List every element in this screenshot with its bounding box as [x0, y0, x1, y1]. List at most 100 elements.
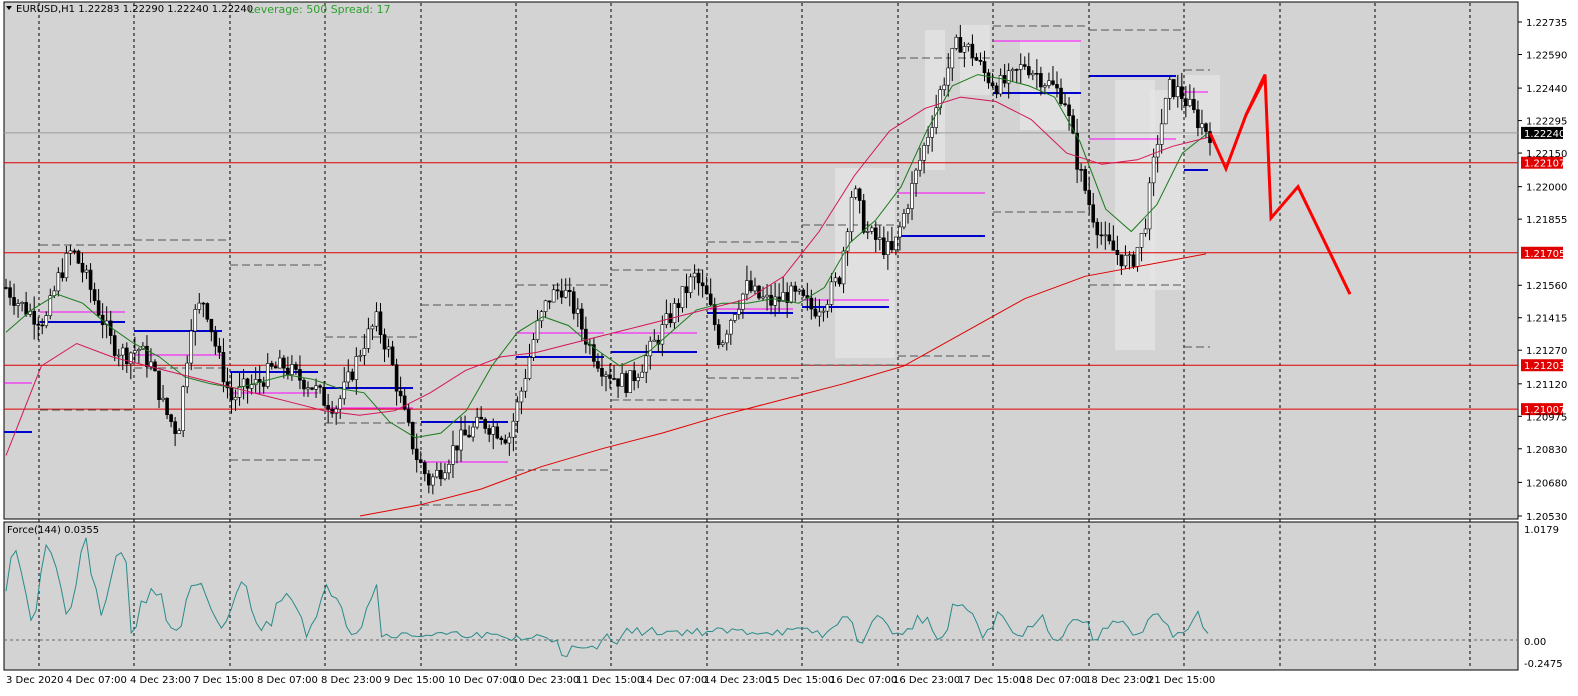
candle-body-251	[1014, 69, 1019, 71]
candle-body-143	[580, 308, 584, 330]
candle-body-156	[632, 370, 636, 382]
candle-body-224	[906, 208, 910, 214]
time-label-0: 3 Dec 2020	[6, 675, 64, 686]
indicator-panel[interactable]	[3, 521, 1519, 671]
candle-body-270	[1091, 204, 1096, 223]
level-tag-2	[1521, 359, 1563, 372]
candle-body-252	[1018, 64, 1023, 70]
candle-body-23	[96, 300, 101, 316]
level-tag-0	[1521, 156, 1563, 169]
candle-body-291	[1175, 86, 1180, 98]
candle-body-125	[507, 436, 512, 444]
candle-body-71	[290, 364, 294, 375]
candle-body-44	[181, 386, 185, 431]
candle-body-8	[36, 324, 41, 326]
candle-body-220	[890, 241, 894, 251]
candle-body-228	[922, 145, 926, 161]
candle-body-221	[894, 236, 898, 251]
candle-body-117	[475, 416, 479, 428]
candle-body-40	[165, 397, 169, 416]
candle-body-31	[129, 352, 133, 365]
candle-body-198	[801, 289, 806, 296]
candle-body-211	[853, 188, 858, 198]
candle-body-258	[1043, 85, 1047, 88]
candle-body-190	[769, 294, 773, 306]
time-label-12: 15 Dec 15:00	[767, 675, 834, 686]
candle-body-279	[1127, 254, 1132, 257]
candle-body-139	[563, 289, 568, 298]
candle-body-206	[833, 277, 838, 283]
candle-body-88	[358, 355, 363, 357]
candle-body-59	[241, 378, 246, 387]
candle-body-275	[1111, 240, 1116, 251]
price-tick-label-10: 1.21120	[1526, 380, 1567, 391]
candle-body-250	[1010, 69, 1015, 72]
candle-body-298	[1204, 123, 1208, 132]
chevron-down-icon[interactable]	[6, 6, 12, 10]
price-tick-label-3: 1.22295	[1526, 117, 1567, 128]
candle-body-35	[145, 345, 149, 367]
candle-body-90	[366, 328, 371, 349]
candle-body-116	[471, 426, 475, 438]
candle-body-120	[487, 428, 492, 435]
candle-body-118	[479, 416, 483, 420]
candle-body-223	[902, 213, 906, 228]
candle-body-217	[878, 237, 882, 240]
candle-body-229	[926, 136, 930, 146]
time-label-5: 8 Dec 23:00	[321, 675, 382, 686]
symbol-info: EURUSD,H1 1.22283 1.22290 1.22240 1.2224…	[16, 4, 253, 15]
candle-body-97	[394, 364, 399, 392]
candle-body-261	[1055, 84, 1059, 89]
candle-body-214	[865, 231, 870, 233]
candle-body-138	[559, 290, 564, 298]
candle-body-244	[986, 72, 991, 84]
candle-body-104	[422, 462, 427, 475]
candle-body-175	[708, 293, 713, 305]
candle-body-99	[402, 395, 407, 410]
candle-body-61	[249, 384, 254, 389]
candle-body-75	[306, 387, 310, 390]
candle-body-253	[1022, 64, 1027, 67]
candle-body-3	[16, 303, 20, 306]
main-chart-panel[interactable]	[3, 1, 1519, 520]
chart-header: EURUSD,H1 1.22283 1.22290 1.22240 1.2224…	[6, 3, 391, 16]
candle-body-43	[177, 430, 181, 434]
price-tick-label-0: 1.22735	[1526, 18, 1567, 29]
candle-body-207	[837, 277, 842, 285]
candle-body-268	[1083, 169, 1087, 191]
candle-body-0	[4, 287, 8, 289]
shade-block-1	[925, 30, 945, 170]
time-label-8: 10 Dec 23:00	[512, 675, 579, 686]
candle-body-216	[873, 227, 878, 240]
candle-body-29	[120, 347, 125, 356]
candle-body-144	[584, 328, 588, 345]
level-tag-3	[1521, 403, 1563, 416]
candle-body-77	[314, 385, 318, 390]
candle-body-78	[318, 385, 322, 388]
force-line	[5, 537, 1209, 658]
time-label-15: 17 Dec 15:00	[958, 675, 1025, 686]
candle-body-134	[543, 300, 548, 312]
candle-body-148	[600, 368, 604, 377]
candle-body-260	[1051, 80, 1055, 85]
candle-body-168	[680, 286, 685, 308]
candle-body-21	[88, 269, 93, 290]
candle-body-219	[886, 241, 890, 255]
candle-body-226	[914, 169, 918, 184]
candle-body-19	[80, 262, 85, 273]
time-axis[interactable]: 3 Dec 2020 4 Dec 07:00 4 Dec 23:00 7 Dec 15…	[6, 675, 1215, 686]
candle-body-15	[64, 253, 69, 279]
candle-body-129	[523, 378, 528, 392]
candle-body-58	[237, 386, 242, 398]
candle-body-160	[648, 340, 653, 357]
price-axis[interactable]: 1.22735 1.22590 1.22440 1.22295 1.22150 1.220…	[1518, 18, 1567, 523]
candle-body-293	[1184, 98, 1188, 107]
force-axis-zero: 0.00	[1524, 637, 1546, 648]
candle-body-280	[1131, 254, 1136, 267]
candle-body-95	[386, 346, 391, 350]
candle-body-60	[245, 378, 250, 389]
candle-body-200	[809, 297, 814, 310]
candle-body-170	[688, 276, 693, 293]
candle-body-72	[294, 364, 298, 370]
